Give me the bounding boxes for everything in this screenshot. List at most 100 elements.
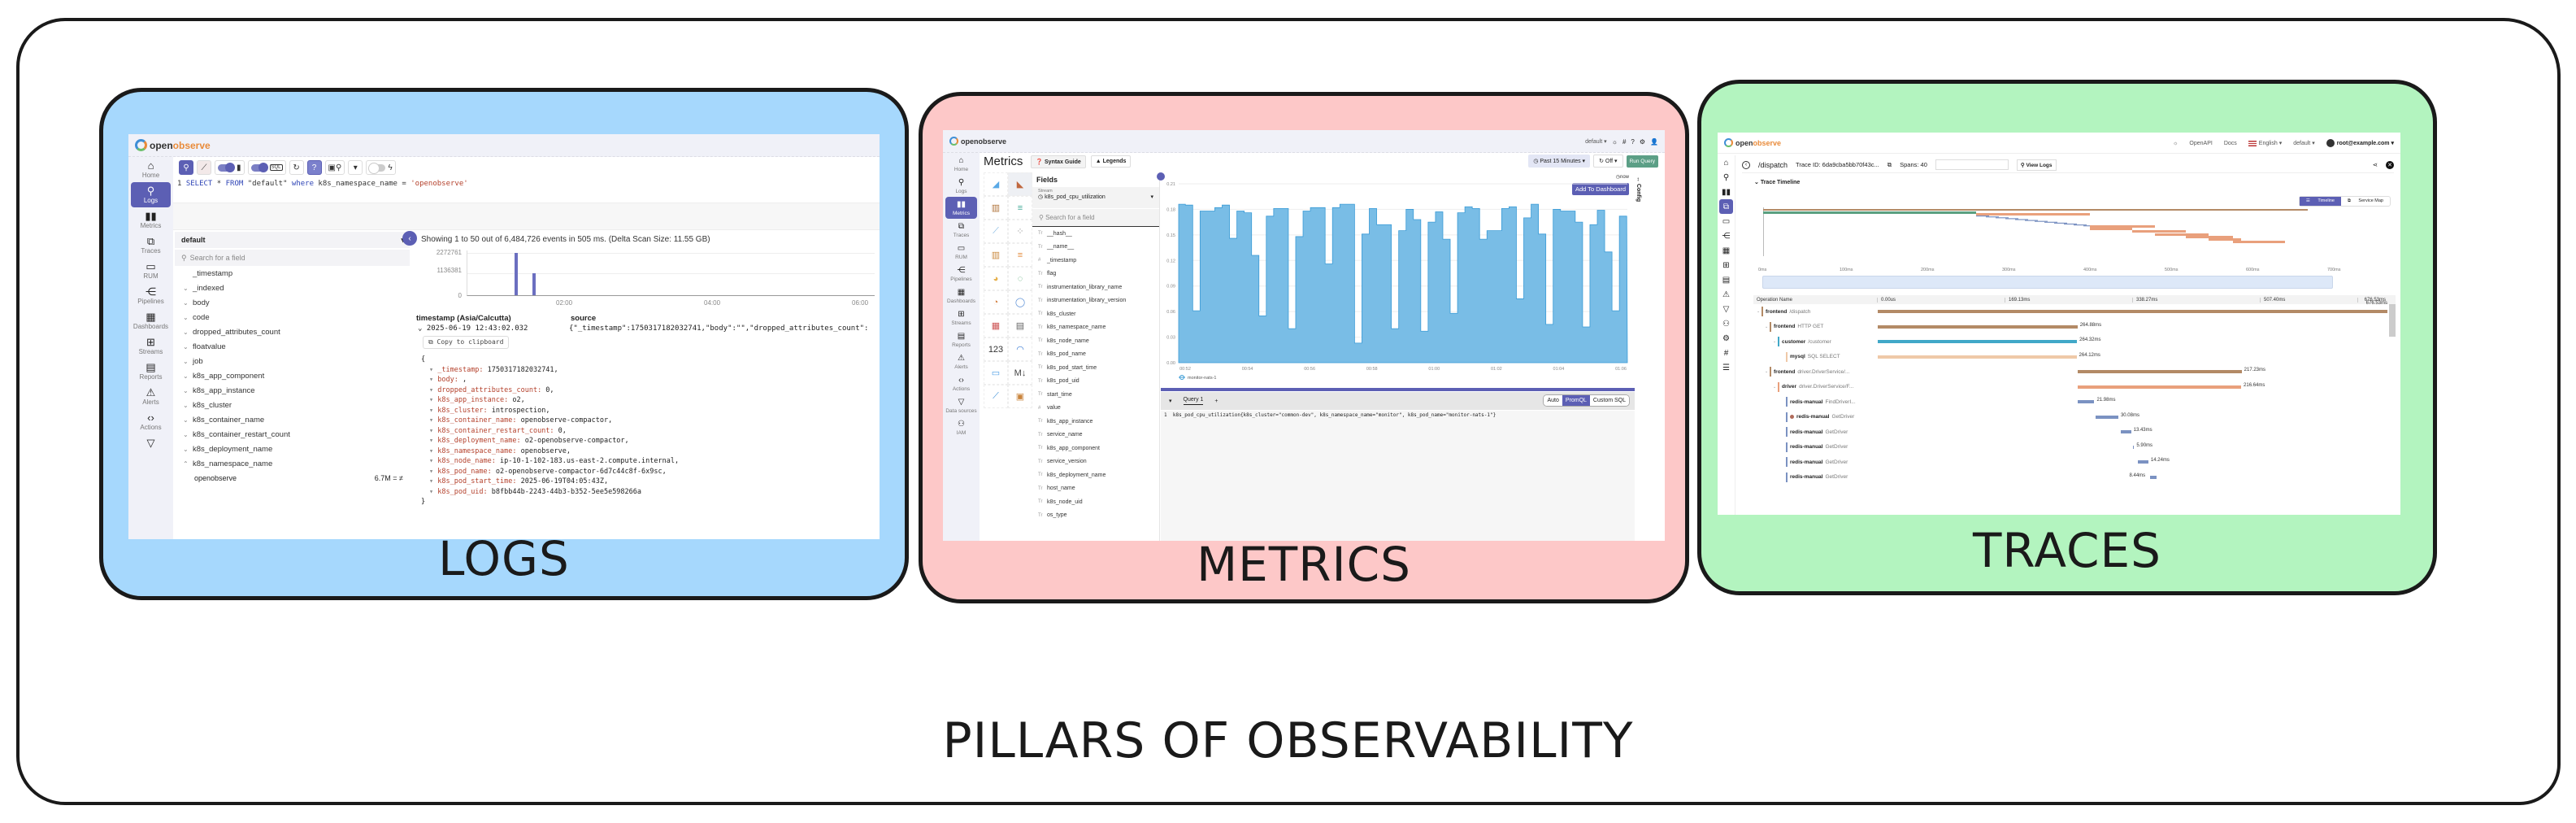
chevron-icon[interactable]: ⌄ — [183, 357, 189, 365]
field-item[interactable]: Tr __name__ — [1032, 241, 1159, 255]
sidebar-item-alerts[interactable]: ⚠ Alerts — [943, 351, 980, 372]
panel-resizer[interactable] — [1161, 388, 1635, 391]
span-row[interactable]: ⌄ frontend driver.DriverService/... 217.23m… — [1753, 364, 2396, 380]
exclude-filter-icon[interactable]: ≠ — [399, 474, 403, 482]
field-item[interactable]: ⌄ k8s_app_component — [175, 368, 410, 383]
field-value-row[interactable]: openobserve 6.7M = ≠ — [175, 471, 410, 486]
chart-type-icon[interactable]: ◔ — [984, 290, 1008, 314]
chevron-icon[interactable]: ⌄ — [183, 386, 189, 394]
sidebar-item-home[interactable]: ⌂ Home — [943, 153, 980, 175]
field-item[interactable]: Tr k8s_pod_uid — [1032, 375, 1159, 389]
span-row[interactable]: ⌄ frontend HTTP GET 264.88ms — [1753, 320, 2396, 335]
chevron-icon[interactable]: ⌄ — [183, 298, 189, 307]
chart-type-icon[interactable]: ◠ — [1008, 337, 1032, 361]
include-filter-icon[interactable]: = — [393, 474, 397, 482]
field-item[interactable]: Tr os_type — [1032, 509, 1159, 523]
span-row[interactable]: mysql SQL SELECT 264.12ms — [1753, 350, 2396, 365]
sidebar-item-metrics[interactable]: ▮▮ Metrics — [128, 207, 173, 233]
query-tab[interactable]: Query 1 — [1183, 397, 1204, 405]
mode-auto[interactable]: Auto — [1544, 395, 1562, 406]
share-icon[interactable]: ⋖ — [2372, 161, 2378, 168]
chevron-icon[interactable]: ⌄ — [183, 430, 189, 438]
field-item[interactable]: Tr instrumentation_library_version — [1032, 294, 1159, 308]
sidebar-nav-icon[interactable]: ▽ — [1722, 304, 1730, 314]
histogram-toggle[interactable]: ▮ — [215, 160, 245, 175]
span-bar[interactable] — [2132, 445, 2135, 449]
field-item[interactable]: Tr k8s_namespace_name — [1032, 321, 1159, 335]
sidebar-item-dashboards[interactable]: ▦ Dashboards — [128, 308, 173, 333]
span-bar[interactable] — [2121, 430, 2131, 433]
field-item[interactable]: Tr instrumentation_library_name — [1032, 281, 1159, 294]
field-item[interactable]: _timestamp — [175, 266, 410, 281]
expand-chevron-icon[interactable]: ⌄ — [418, 324, 427, 333]
json-field[interactable]: ▾ k8s_node_name: ip-10-1-102-183.us-east… — [421, 456, 880, 467]
chart-type-icon[interactable]: ⟋ — [984, 385, 1008, 408]
field-item[interactable]: ⌄ k8s_container_name — [175, 412, 410, 427]
sidebar-item-traces[interactable]: ⧉ Traces — [943, 219, 980, 241]
json-field[interactable]: ▾ k8s_deployment_name: o2-openobserve-co… — [421, 436, 880, 446]
help-icon[interactable]: ? — [1631, 137, 1635, 146]
syntax-guide-button[interactable]: ❓ Syntax Guide — [1031, 155, 1086, 168]
sidebar-item-metrics[interactable]: ▮▮ Metrics — [945, 197, 977, 219]
auto-refresh-select[interactable]: ↻ Off ▾ — [1593, 155, 1623, 168]
sidebar-item-iam[interactable]: ⚇ IAM — [943, 416, 980, 438]
chart-type-icon[interactable]: ▣ — [1008, 385, 1032, 408]
field-item[interactable]: Tr k8s_node_name — [1032, 334, 1159, 348]
chart-type-icon[interactable]: M↓ — [1008, 361, 1032, 385]
json-field[interactable]: ▾ k8s_pod_uid: b8fbb44b-2243-44b3-b352-5… — [421, 487, 880, 498]
field-item[interactable]: ⌄ code — [175, 310, 410, 324]
stream-select[interactable]: Stream ◷ k8s_pod_cpu_utilization ▾ — [1032, 187, 1159, 208]
sidebar-item-streams[interactable]: ⊞ Streams — [943, 307, 980, 329]
toggle-switch[interactable] — [368, 162, 386, 174]
field-item[interactable]: Tr k8s_pod_name — [1032, 348, 1159, 362]
field-item[interactable]: Tr service_name — [1032, 429, 1159, 442]
field-item[interactable]: ⌄ floatvalue — [175, 339, 410, 354]
field-item[interactable]: # _timestamp — [1032, 254, 1159, 268]
chevron-icon[interactable]: ⌄ — [183, 416, 189, 424]
org-selector[interactable]: default ▾ — [2293, 141, 2315, 146]
copy-to-clipboard-button[interactable]: ⧉ Copy to clipboard — [423, 336, 510, 349]
expand-chevron-icon[interactable]: ⌄ — [1773, 384, 1777, 390]
span-bar[interactable] — [1878, 310, 2387, 313]
sidebar-item-rum[interactable]: ▭ RUM — [128, 258, 173, 283]
chevron-icon[interactable]: ⌄ — [183, 313, 189, 321]
chart-type-icon[interactable]: ≡ — [1008, 243, 1032, 267]
chart-type-icon[interactable]: ▤ — [1008, 314, 1032, 337]
column-header-timestamp[interactable]: timestamp (Asia/Calcutta) — [416, 314, 511, 323]
span-search-select[interactable] — [1935, 159, 2009, 170]
sidebar-item-data-sources[interactable]: ▽ Data sources — [943, 394, 980, 416]
user-menu[interactable]: root@example.com ▾ — [2326, 139, 2394, 147]
field-item[interactable]: ⌃ k8s_namespace_name — [175, 456, 410, 471]
field-item[interactable]: ⌄ dropped_attributes_count — [175, 324, 410, 339]
field-item[interactable]: ⌄ k8s_app_instance — [175, 383, 410, 398]
sidebar-nav-icon[interactable]: ⚙ — [1722, 333, 1730, 343]
mode-custom-sql[interactable]: Custom SQL — [1589, 395, 1629, 406]
chart-mode-icon[interactable]: ⟋ — [197, 160, 211, 175]
sidebar-nav-icon[interactable]: ▭ — [1722, 216, 1731, 226]
span-row[interactable]: ⌄ customer/customer 264.32ms — [1753, 334, 2396, 350]
json-field[interactable]: ▾ k8s_app_instance: o2, — [421, 395, 880, 406]
time-range-picker[interactable]: ◷ Past 15 Minutes ▾ — [1528, 155, 1591, 168]
expand-chevron-icon[interactable]: ⌄ — [1765, 369, 1769, 375]
span-row[interactable]: redis-manual GetDriver 14.24ms — [1753, 455, 2396, 470]
sidebar-item-rum[interactable]: ▭ RUM — [943, 241, 980, 263]
span-bar[interactable] — [1878, 340, 2078, 343]
run-query-button[interactable]: Run Query — [1626, 155, 1658, 168]
trace-timeline-chart[interactable] — [1763, 207, 2334, 256]
sidebar-item-streams[interactable]: ⊞ Streams — [128, 333, 173, 359]
span-bar[interactable] — [1878, 355, 2077, 359]
chevron-icon[interactable]: ⌄ — [183, 284, 189, 292]
sidebar-nav-icon[interactable]: # — [1723, 348, 1729, 358]
json-field[interactable]: ▾ dropped_attributes_count: 0, — [421, 385, 880, 396]
back-button[interactable]: ‹ — [1742, 160, 1750, 169]
json-field[interactable]: ▾ k8s_container_restart_count: 0, — [421, 426, 880, 437]
chart-type-icon[interactable]: ▦ — [984, 314, 1008, 337]
chart-type-icon[interactable]: ▭ — [984, 361, 1008, 385]
timeline-tab[interactable]: ☰ Timeline — [2299, 197, 2341, 206]
collapse-fields-button[interactable] — [1157, 172, 1165, 181]
field-item[interactable]: Tr k8s_node_uid — [1032, 495, 1159, 509]
field-item[interactable]: Tr k8s_app_component — [1032, 442, 1159, 455]
dropdown-icon[interactable]: ▾ — [348, 160, 363, 175]
field-item[interactable]: ⌄ k8s_container_restart_count — [175, 427, 410, 442]
